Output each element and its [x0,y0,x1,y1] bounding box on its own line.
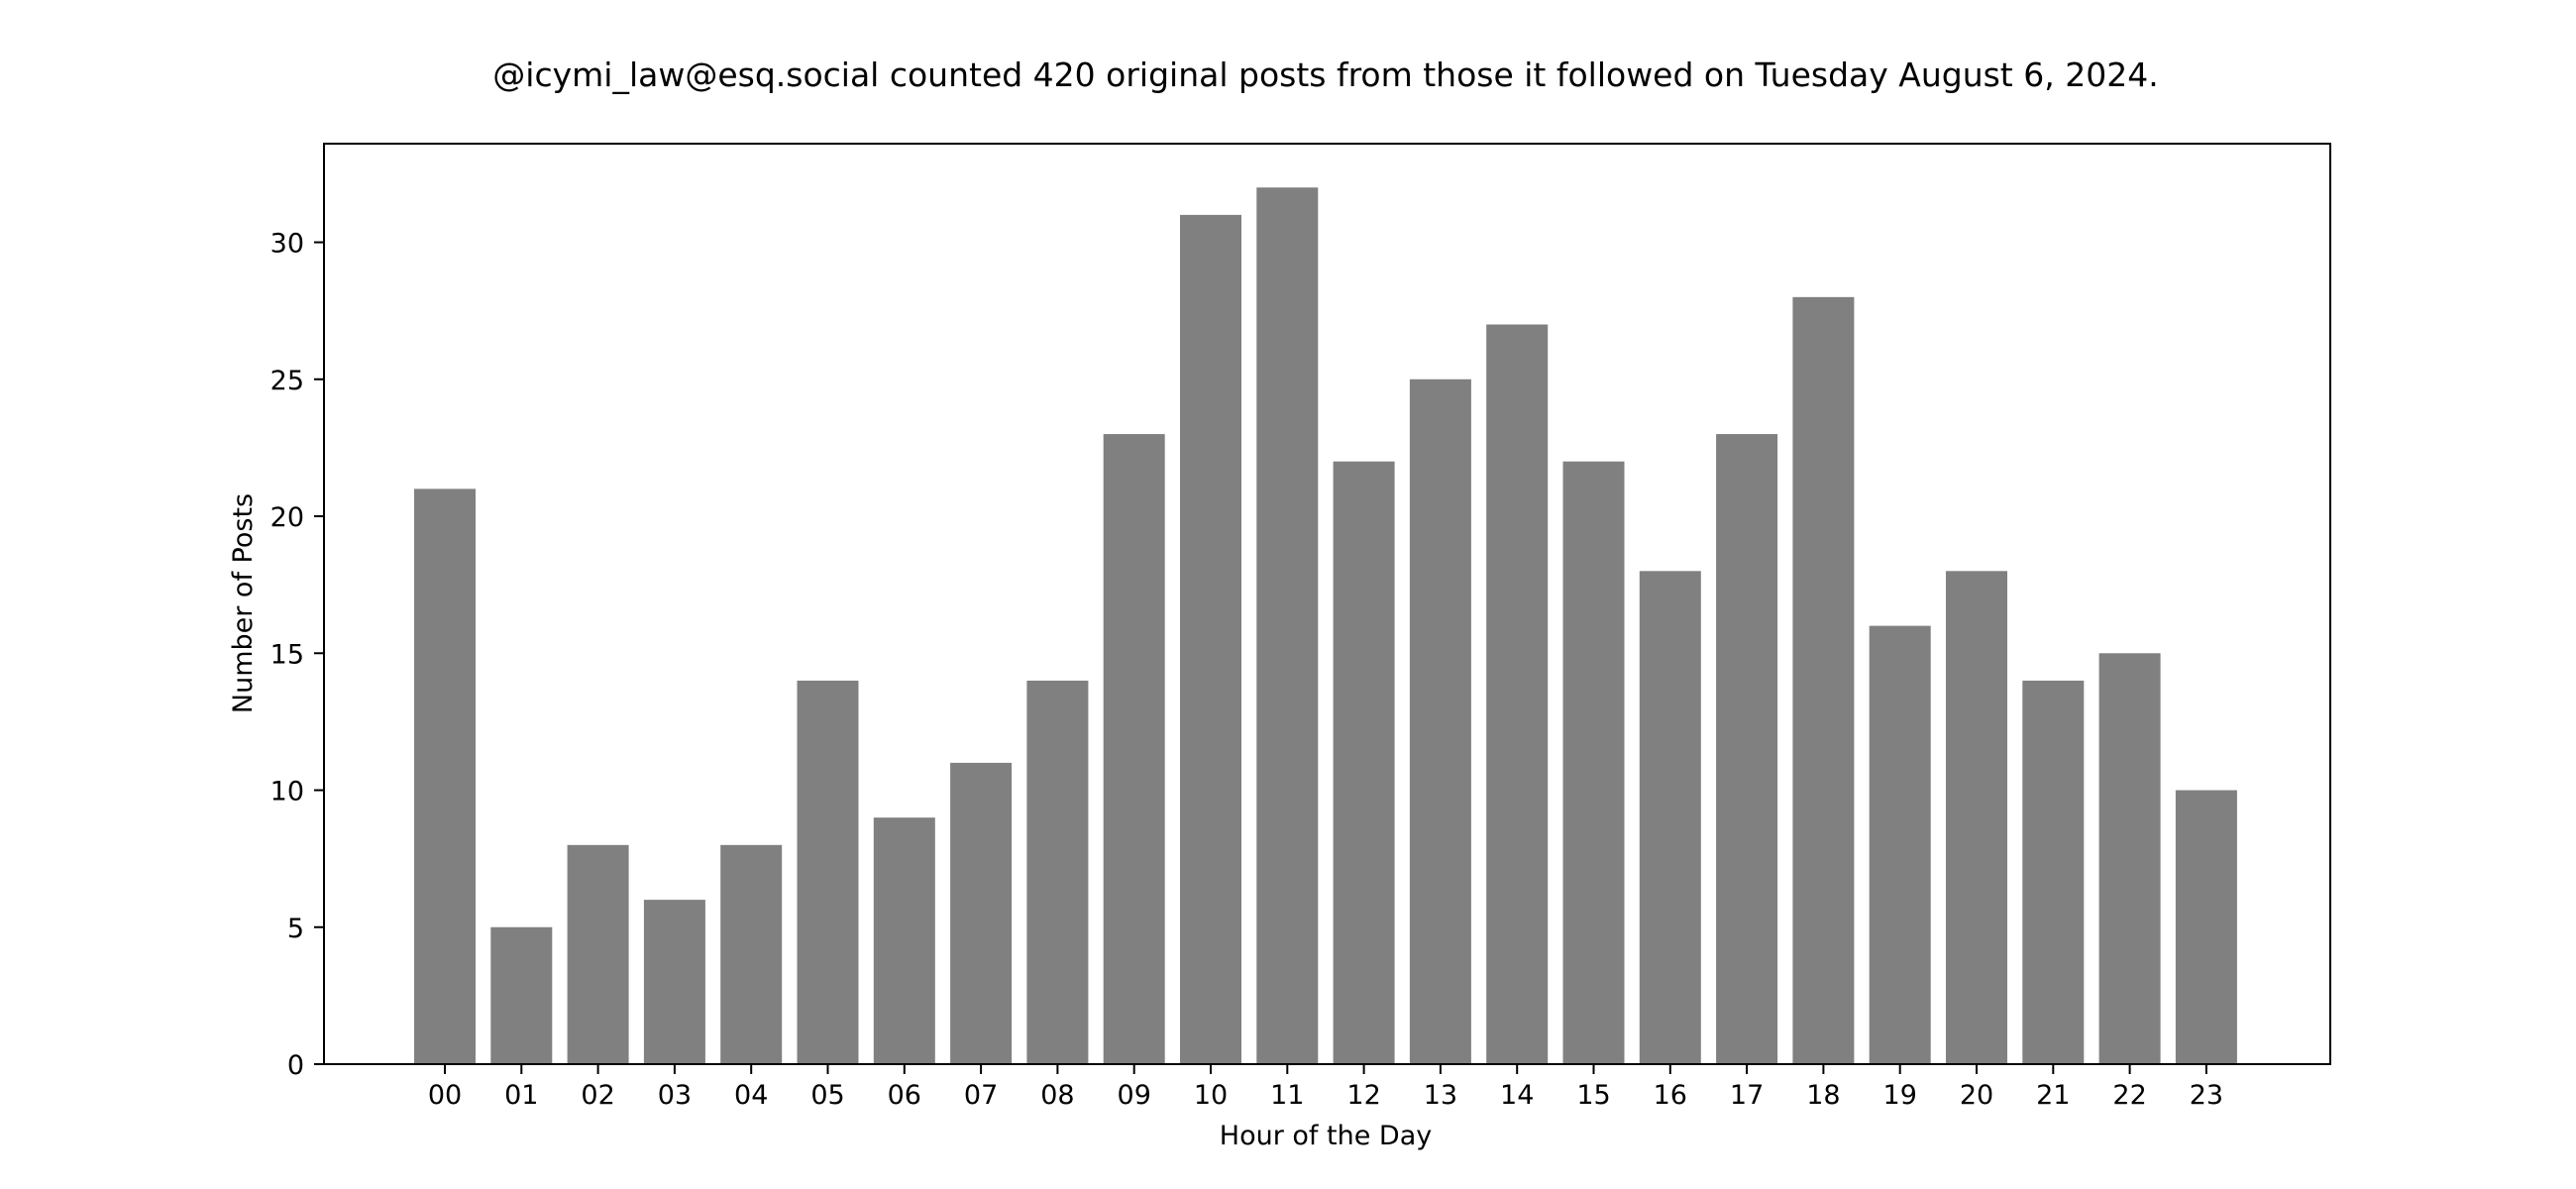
bar-04 [720,844,783,1064]
x-tick-label: 07 [964,1080,998,1111]
x-tick-label: 16 [1654,1080,1687,1111]
y-axis: 0 5 10 15 20 25 30 [270,229,324,1081]
y-tick-label: 0 [287,1050,304,1081]
x-tick-label: 13 [1424,1080,1457,1111]
bar-20 [1946,571,2007,1064]
bar-17 [1716,434,1778,1065]
x-tick-label: 00 [428,1080,462,1111]
x-tick-label: 18 [1806,1080,1840,1111]
bar-01 [490,926,553,1064]
bar-21 [2022,680,2085,1064]
x-tick-label: 21 [2036,1080,2070,1111]
bar-08 [1026,680,1089,1064]
bar-15 [1562,461,1625,1065]
bar-16 [1639,571,1701,1064]
bar-07 [950,762,1013,1064]
x-axis: 00 01 02 03 04 05 06 07 08 09 10 11 12 13 14 15 16 17 18 19… [428,1064,2223,1111]
x-tick-label: 01 [504,1080,538,1111]
x-tick-label: 19 [1883,1080,1917,1111]
bar-00 [414,488,476,1065]
y-tick-label: 5 [287,914,304,944]
x-tick-label: 20 [1960,1080,1993,1111]
bar-14 [1486,324,1549,1065]
bar-06 [873,817,935,1064]
bar-18 [1792,296,1855,1065]
x-tick-label: 04 [734,1080,768,1111]
x-axis-label: Hour of the Day [1220,1121,1432,1151]
x-tick-label: 17 [1730,1080,1764,1111]
bar-02 [567,844,629,1064]
x-tick-label: 02 [581,1080,614,1111]
bar-13 [1409,378,1471,1064]
x-tick-label: 06 [888,1080,921,1111]
y-tick-label: 25 [270,366,304,396]
y-tick-label: 10 [270,777,304,808]
x-tick-label: 22 [2112,1080,2146,1111]
bar-10 [1180,214,1241,1064]
x-tick-label: 08 [1040,1080,1074,1111]
bar-09 [1103,434,1165,1065]
x-tick-label: 11 [1270,1080,1304,1111]
chart-title: @icymi_law@esq.social counted 420 origin… [492,55,2158,94]
bar-23 [2175,790,2237,1064]
x-tick-label: 03 [658,1080,692,1111]
y-tick-label: 20 [270,502,304,533]
x-tick-label: 12 [1346,1080,1380,1111]
plot-frame [323,143,2331,1065]
bar-03 [643,900,705,1064]
x-tick-label: 14 [1500,1080,1534,1111]
x-tick-label: 05 [810,1080,844,1111]
y-axis-label: Number of Posts [228,493,259,713]
x-tick-label: 10 [1194,1080,1228,1111]
bar-11 [1256,187,1319,1065]
bars-group [414,187,2237,1065]
y-tick-label: 30 [270,229,304,260]
x-tick-label: 15 [1576,1080,1610,1111]
bar-22 [2098,653,2161,1064]
x-tick-label: 23 [2190,1080,2223,1111]
bar-12 [1333,461,1395,1065]
bar-19 [1869,625,1931,1064]
bar-05 [797,680,859,1064]
y-tick-label: 15 [270,639,304,670]
x-tick-label: 09 [1118,1080,1151,1111]
